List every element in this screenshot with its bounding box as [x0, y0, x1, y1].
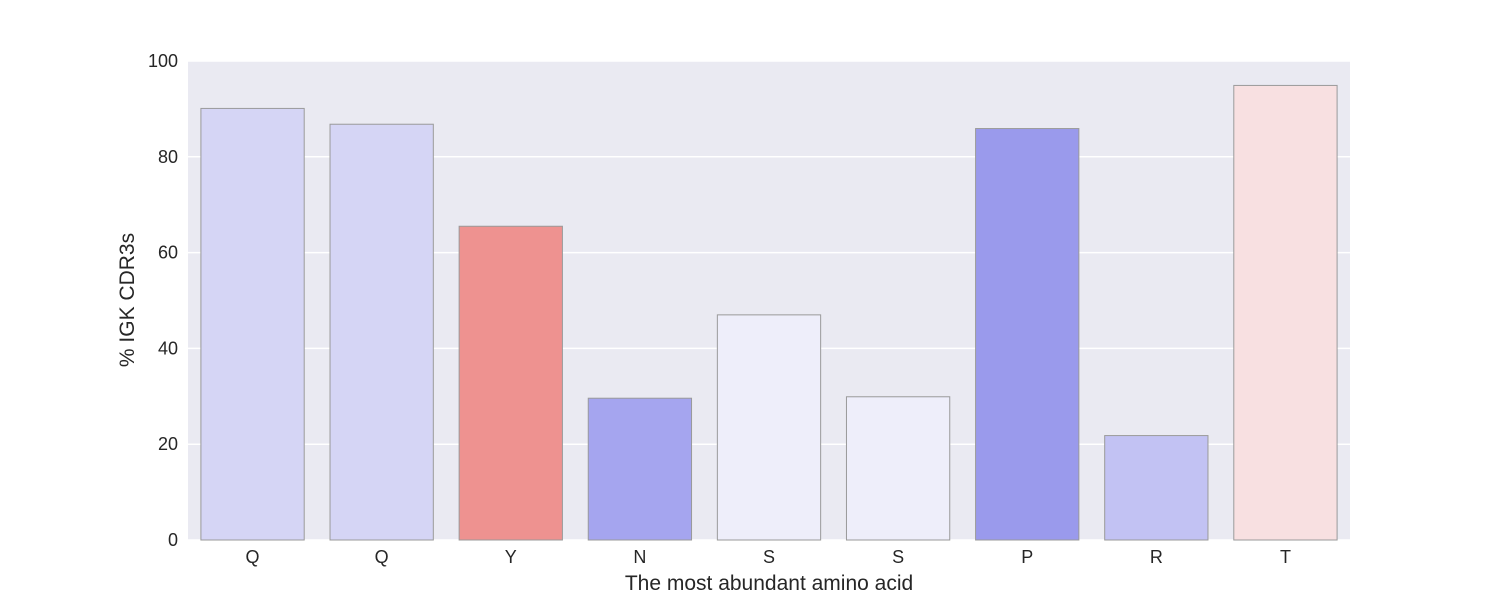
bar: [716, 314, 822, 541]
y-tick-label: 0: [168, 530, 178, 550]
bar: [1233, 84, 1338, 541]
y-tick-label: 80: [158, 147, 178, 167]
x-tick-label: P: [1021, 547, 1033, 567]
bar: [200, 107, 305, 541]
bar: [329, 123, 434, 541]
x-tick-label: Y: [505, 547, 517, 567]
bars: [200, 84, 1338, 541]
bar: [845, 396, 951, 541]
y-axis-ticks: 0 20 40 60 80 100: [148, 51, 178, 550]
y-tick-label: 60: [158, 243, 178, 263]
bar: [458, 225, 563, 541]
bar: [1104, 435, 1209, 541]
x-tick-label: R: [1150, 547, 1163, 567]
y-tick-label: 20: [158, 434, 178, 454]
x-tick-label: T: [1280, 547, 1291, 567]
x-axis-title: The most abundant amino acid: [625, 572, 913, 595]
y-axis-title: % IGK CDR3s: [116, 233, 139, 367]
x-tick-label: S: [763, 547, 775, 567]
y-tick-label: 100: [148, 51, 178, 71]
x-tick-label: S: [892, 547, 904, 567]
bar: [587, 397, 693, 541]
x-tick-label: Q: [375, 547, 389, 567]
y-tick-label: 40: [158, 338, 178, 358]
bar: [975, 128, 1080, 541]
x-tick-label: N: [633, 547, 646, 567]
x-tick-label: Q: [246, 547, 260, 567]
